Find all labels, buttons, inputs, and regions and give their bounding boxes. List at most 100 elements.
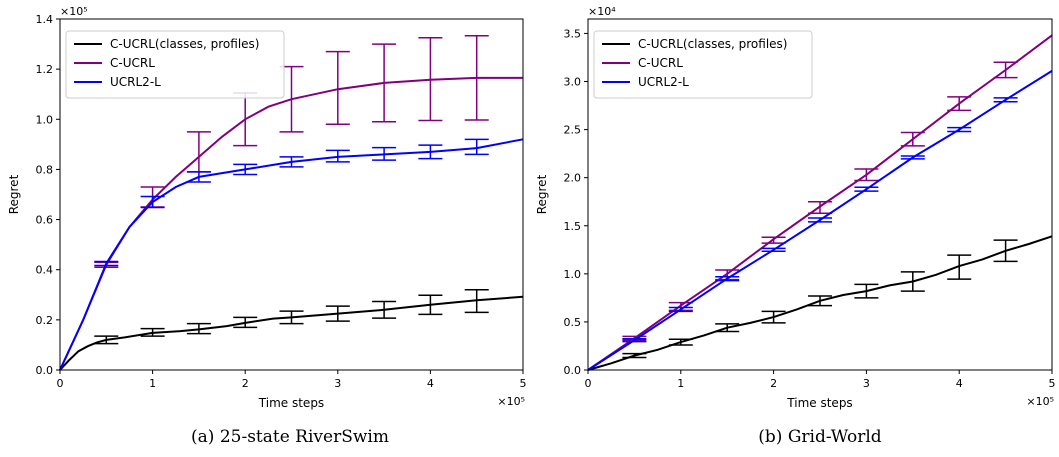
riverswim-legend: C-UCRL(classes, profiles) C-UCRL UCRL2-L [65,30,285,99]
riverswim-y-axis-label: Regret [7,174,21,214]
gridworld-x-tick-label: 4 [956,377,963,390]
gridworld-caption: (b) Grid-World [758,427,882,447]
gridworld-errorbar-2-2 [715,275,740,282]
riverswim-y-tick-label: 1.2 [36,63,54,76]
gridworld-x-tick-label: 5 [1049,377,1056,390]
gridworld-errorbar-2-7 [947,126,972,133]
gridworld-x-tick-label: 0 [585,377,592,390]
gridworld-errorbar-2-0 [622,337,647,343]
gridworld-x-tick-label: 3 [863,377,870,390]
gridworld-errorbar-0-1 [668,338,693,346]
riverswim-errorbar-0-1 [140,327,165,337]
gridworld-errorbar-2-1 [668,306,693,313]
gridworld-chart: 0 1 2 3 4 5 0.0 0.5 1.0 1.5 2.0 2.5 3.0 3.5 ×10⁴ ×10⁵ Ti… [535,5,1056,447]
gridworld-y-multiplier: ×10⁴ [588,5,616,18]
riverswim-y-tick-label: 0.6 [36,214,54,227]
riverswim-legend-label-1: C-UCRL [110,56,155,70]
riverswim-x-multiplier: ×10⁵ [497,395,525,408]
riverswim-y-tick-label: 0.4 [36,264,54,277]
riverswim-errorbar-2-6 [372,146,397,161]
gridworld-errorbar-0-7 [947,254,972,280]
gridworld-errorbar-1-6 [900,131,925,147]
gridworld-x-axis-label: Time steps [786,396,852,410]
gridworld-errorbar-1-5 [854,168,879,182]
gridworld-y-tick-label: 2.0 [564,172,582,185]
gridworld-y-tick-label: 3.5 [564,27,582,40]
riverswim-series-line-2 [59,138,524,371]
riverswim-errorbar-0-3 [233,316,258,329]
gridworld-errorbar-2-8 [993,97,1018,103]
gridworld-x-tick-label: 2 [770,377,777,390]
riverswim-errorbar-2-8 [464,138,489,156]
riverswim-errorbar-1-2 [186,131,211,173]
gridworld-errorbar-2-4 [808,217,832,223]
gridworld-x-multiplier: ×10⁵ [1026,395,1054,408]
riverswim-legend-box [65,30,285,99]
gridworld-errorbar-0-2 [715,323,740,333]
riverswim-errorbar-0-6 [372,300,397,319]
gridworld-y-tick-label: 1.0 [564,268,582,281]
gridworld-errorbar-2-3 [761,247,786,252]
gridworld-errorbar-1-7 [947,96,972,112]
riverswim-y-tick-label: 0.8 [36,163,54,176]
riverswim-x-axis-label: Time steps [258,396,324,410]
gridworld-y-tick-label: 0.5 [564,316,582,329]
riverswim-x-tick-label: 2 [242,377,249,390]
gridworld-errorbar-1-8 [993,61,1018,79]
riverswim-x-tick-label: 3 [334,377,341,390]
riverswim-errorbar-2-1 [140,195,165,209]
riverswim-errorbar-1-6 [372,43,397,123]
riverswim-series-line-0 [59,295,524,371]
riverswim-errorbar-2-4 [279,156,304,168]
riverswim-y-multiplier: ×10⁵ [60,5,88,18]
riverswim-errorbar-0-0 [94,335,119,345]
gridworld-errorbar-2-5 [854,186,879,192]
riverswim-errorbar-2-3 [233,163,258,176]
riverswim-errorbar-1-3 [233,92,258,147]
riverswim-chart: 0 1 2 3 4 5 0.0 0.2 0.4 0.6 0.8 1.0 1.2 1.4 ×10⁵ ×10⁵ Ti… [7,5,527,447]
gridworld-errorbar-0-3 [761,310,786,324]
gridworld-errorbar-0-4 [808,295,832,307]
gridworld-legend-box [593,30,813,99]
riverswim-y-tick-label: 1.0 [36,113,54,126]
riverswim-y-tick-label: 0.2 [36,314,54,327]
gridworld-y-axis-label: Regret [535,174,549,214]
riverswim-x-tick-label: 0 [57,377,64,390]
riverswim-x-tick-label: 4 [427,377,434,390]
riverswim-x-tick-label: 1 [149,377,156,390]
gridworld-legend-label-0: C-UCRL(classes, profiles) [638,37,787,51]
riverswim-x-tick-label: 5 [520,377,527,390]
gridworld-y-tick-label: 1.5 [564,220,582,233]
riverswim-errorbar-2-0 [94,260,119,267]
riverswim-errorbar-2-7 [418,144,443,160]
gridworld-legend-label-1: C-UCRL [638,56,683,70]
gridworld-y-tick-label: 3.0 [564,76,582,89]
riverswim-y-tick-label: 1.4 [36,13,54,26]
gridworld-legend-label-2: UCRL2-L [638,75,689,89]
riverswim-y-tick-label: 0.0 [36,364,54,377]
gridworld-errorbar-1-4 [808,200,832,215]
riverswim-errorbar-1-8 [464,35,489,121]
riverswim-plot-frame [59,18,524,371]
gridworld-errorbar-0-0 [622,352,647,359]
gridworld-errorbar-0-8 [993,239,1018,263]
riverswim-series-group [59,35,524,371]
gridworld-errorbar-2-6 [900,155,925,160]
gridworld-y-tick-label: 0.0 [564,364,582,377]
riverswim-legend-label-0: C-UCRL(classes, profiles) [110,37,259,51]
riverswim-legend-label-2: UCRL2-L [110,75,161,89]
riverswim-caption: (a) 25-state RiverSwim [191,427,389,447]
riverswim-errorbar-0-4 [279,310,304,325]
riverswim-errorbar-1-5 [325,50,350,126]
gridworld-errorbar-0-6 [900,271,925,292]
riverswim-errorbar-0-8 [464,289,489,314]
gridworld-x-tick-label: 1 [677,377,684,390]
riverswim-errorbar-0-7 [418,294,443,316]
riverswim-errorbar-2-5 [325,149,350,163]
gridworld-y-tick-label: 2.5 [564,124,582,137]
gridworld-errorbar-0-5 [854,283,879,299]
gridworld-series-group [587,34,1053,371]
riverswim-errorbar-0-2 [186,322,211,335]
riverswim-errorbar-0-5 [325,305,350,322]
